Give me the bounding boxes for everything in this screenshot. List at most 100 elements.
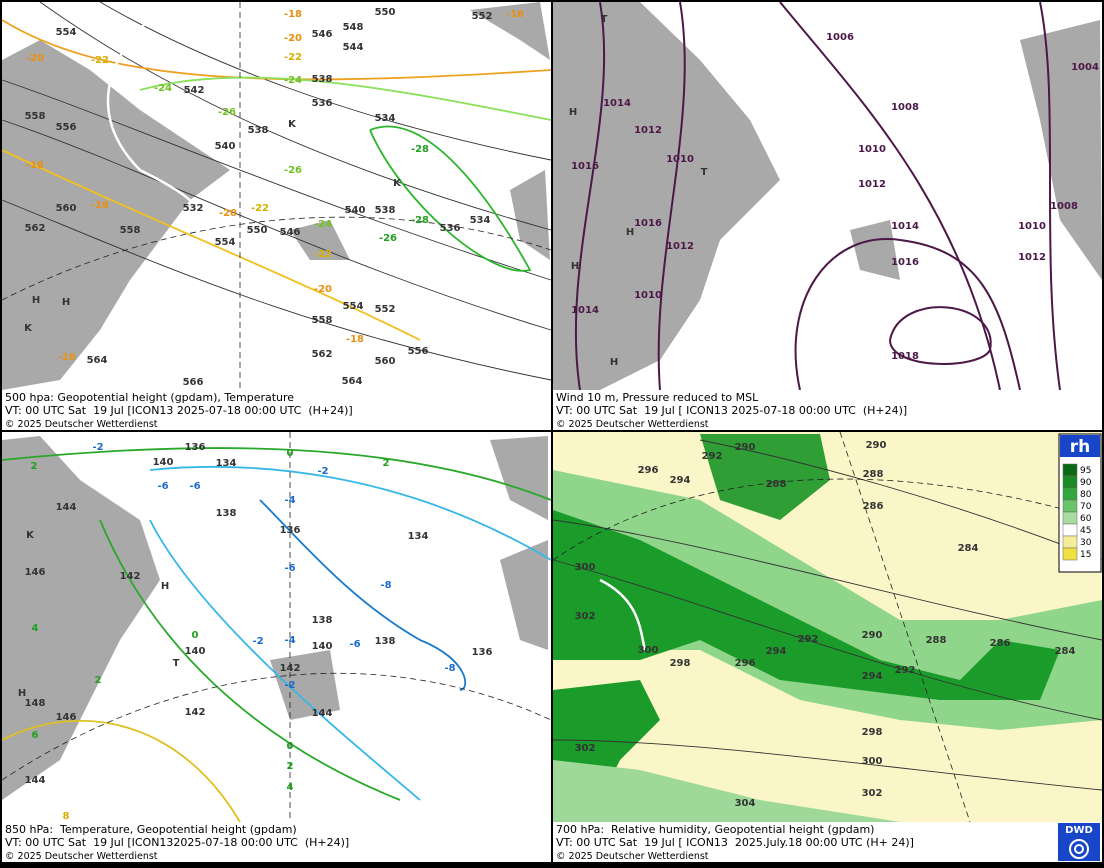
- contour-label: 134: [408, 531, 429, 542]
- contour-label: 294: [862, 671, 883, 682]
- legend-level: 95: [1080, 466, 1091, 476]
- contour-label: -16: [58, 352, 76, 363]
- contour-label: -28: [411, 215, 429, 226]
- contour-label: -8: [380, 580, 391, 591]
- contour-label: 4: [287, 782, 294, 793]
- contour-label: 2: [95, 675, 102, 686]
- contour-label: -22: [284, 52, 302, 63]
- contour-label: K: [24, 323, 33, 334]
- contour-label: -24: [284, 75, 302, 86]
- contour-label: 294: [670, 475, 691, 486]
- contour-label: 286: [863, 501, 884, 512]
- contour-label: 1006: [826, 32, 854, 43]
- contour-label: -20: [219, 208, 237, 219]
- contour-label: 146: [56, 712, 77, 723]
- contour-label: 558: [312, 315, 333, 326]
- contour-label: 148: [25, 698, 46, 709]
- contour-label: -4: [284, 635, 295, 646]
- contour-label: 1008: [1050, 201, 1078, 212]
- legend-level: 70: [1080, 502, 1092, 512]
- contour-label: -4: [284, 495, 295, 506]
- contour-label: 0: [287, 741, 294, 752]
- contour-label: 1008: [891, 102, 919, 113]
- contour-label: 546: [280, 227, 301, 238]
- contour-label: 142: [120, 571, 141, 582]
- legend-level: 15: [1080, 550, 1091, 560]
- contour-label: 1014: [571, 305, 599, 316]
- contour-label: 548: [343, 22, 364, 33]
- contour-label: -20: [26, 53, 44, 64]
- contour-label: 288: [926, 635, 947, 646]
- legend-swatch: [1062, 511, 1078, 525]
- contour-label: 300: [575, 562, 596, 573]
- contour-label: -2: [284, 680, 295, 691]
- contour-label: 562: [312, 349, 333, 360]
- contour-label: 1012: [666, 241, 694, 252]
- contour-label: 140: [153, 457, 174, 468]
- caption-line: VT: 00 UTC Sat 19 Jul [ ICON13 2025-07-1…: [556, 404, 907, 417]
- contour-label: -24: [154, 83, 172, 94]
- contour-label: 292: [702, 451, 723, 462]
- contour-label: T: [701, 167, 708, 178]
- contour-label: K: [26, 530, 35, 541]
- contour-label: 292: [798, 634, 819, 645]
- contour-label: 298: [670, 658, 691, 669]
- contour-label: 298: [862, 727, 883, 738]
- contour-label: 1010: [666, 154, 694, 165]
- contour-label: 554: [343, 301, 364, 312]
- contour-label: 138: [375, 636, 396, 647]
- legend-swatch: [1062, 475, 1078, 489]
- contour-label: 0: [192, 630, 199, 641]
- captions: [2, 390, 1102, 862]
- contour-label: 556: [56, 122, 77, 133]
- contour-label: 302: [862, 788, 883, 799]
- contour-label: 290: [866, 440, 887, 451]
- humidity-fill: [553, 434, 1102, 822]
- contour-label: 144: [25, 775, 46, 786]
- contour-label: H: [571, 261, 579, 272]
- contour-label: 554: [56, 27, 77, 38]
- contour-label: 550: [247, 225, 268, 236]
- contour-label: 1016: [891, 257, 919, 268]
- contour-label: 554: [215, 237, 236, 248]
- contour-label: 290: [862, 630, 883, 641]
- contour-label: -2: [252, 636, 263, 647]
- contour-label: 304: [735, 798, 756, 809]
- contour-label: 542: [184, 85, 205, 96]
- legend-level: 90: [1080, 478, 1092, 488]
- logo-text: DWD: [1065, 825, 1093, 836]
- legend-swatch: [1062, 499, 1078, 513]
- contours: [1, 1, 1103, 823]
- contour-label: 300: [862, 756, 883, 767]
- contour-label: 550: [375, 7, 396, 18]
- contour-label: 556: [408, 346, 429, 357]
- contour-label: -6: [284, 563, 295, 574]
- contour-label: 290: [735, 442, 756, 453]
- contour-label: -26: [218, 107, 236, 118]
- legend-swatch: [1062, 535, 1078, 549]
- contour-label: -20: [284, 33, 302, 44]
- contour-label: 1012: [634, 125, 662, 136]
- contour-label: 1004: [1071, 62, 1099, 73]
- caption-line: 700 hPa: Relative humidity, Geopotential…: [556, 823, 874, 836]
- contour-label: 540: [345, 205, 366, 216]
- contour-label: -20: [314, 284, 332, 295]
- contour-label: 1012: [1018, 252, 1046, 263]
- contour-label: 1010: [1018, 221, 1046, 232]
- contour-label: -28: [411, 144, 429, 155]
- contour-label: 294: [766, 646, 787, 657]
- contour-label: 142: [280, 663, 301, 674]
- contour-label: 136: [185, 442, 206, 453]
- contour-label: 1014: [891, 221, 919, 232]
- contour-label: 558: [120, 225, 141, 236]
- contour-label: 564: [342, 376, 363, 387]
- contour-label: 1010: [634, 290, 662, 301]
- contour-label: H: [610, 357, 618, 368]
- contour-label: H: [626, 227, 634, 238]
- contour-label: -18: [26, 160, 44, 171]
- contour-label: 1012: [858, 179, 886, 190]
- contour-label: 534: [470, 215, 491, 226]
- contour-label: -26: [379, 233, 397, 244]
- legend-level: 80: [1080, 490, 1092, 500]
